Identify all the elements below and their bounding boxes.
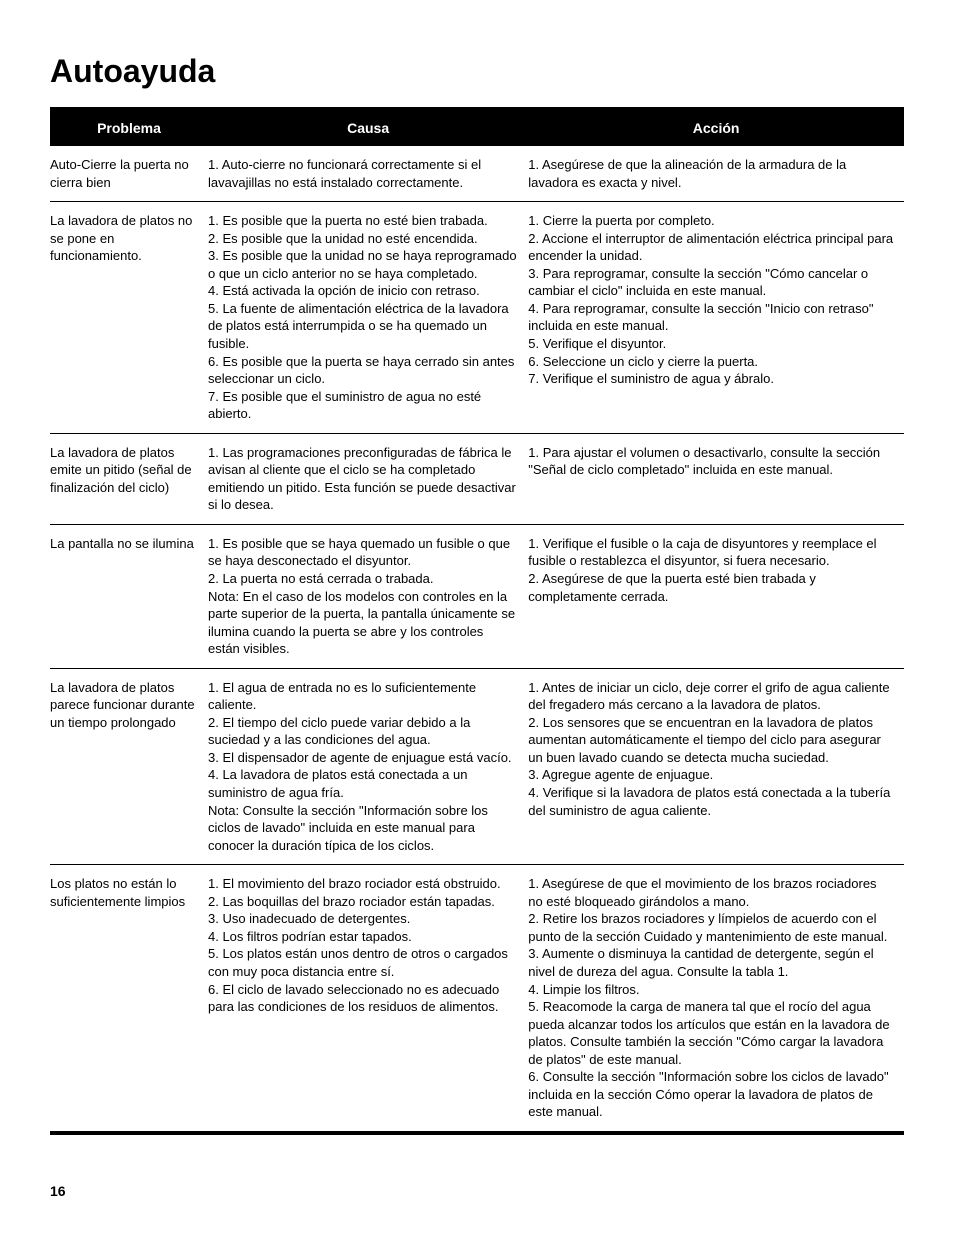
cell-problema: Auto-Cierre la puerta no cierra bien — [50, 146, 208, 202]
cell-causa: 1. Las programaciones preconfiguradas de… — [208, 433, 528, 524]
col-header-causa: Causa — [208, 109, 528, 146]
table-row: Auto-Cierre la puerta no cierra bien1. A… — [50, 146, 904, 202]
cell-problema: Los platos no están lo suficientemente l… — [50, 865, 208, 1133]
col-header-accion: Acción — [528, 109, 904, 146]
table-row: La lavadora de platos emite un pitido (s… — [50, 433, 904, 524]
cell-accion: 1. Asegúrese de que la alineación de la … — [528, 146, 904, 202]
table-header-row: Problema Causa Acción — [50, 109, 904, 146]
table-row: La lavadora de platos no se pone en func… — [50, 202, 904, 434]
cell-causa: 1. Auto-cierre no funcionará correctamen… — [208, 146, 528, 202]
cell-problema: La lavadora de platos emite un pitido (s… — [50, 433, 208, 524]
table-row: La pantalla no se ilumina1. Es posible q… — [50, 524, 904, 668]
table-row: La lavadora de platos parece funcionar d… — [50, 668, 904, 864]
cell-causa: 1. El movimiento del brazo rociador está… — [208, 865, 528, 1133]
cell-accion: 1. Cierre la puerta por completo.2. Acci… — [528, 202, 904, 434]
page-number: 16 — [50, 1182, 66, 1201]
cell-accion: 1. Para ajustar el volumen o desactivarl… — [528, 433, 904, 524]
cell-causa: 1. Es posible que se haya quemado un fus… — [208, 524, 528, 668]
troubleshoot-table: Problema Causa Acción Auto-Cierre la pue… — [50, 107, 904, 1135]
cell-accion: 1. Verifique el fusible o la caja de dis… — [528, 524, 904, 668]
cell-problema: La lavadora de platos no se pone en func… — [50, 202, 208, 434]
cell-causa: 1. El agua de entrada no es lo suficient… — [208, 668, 528, 864]
cell-problema: La lavadora de platos parece funcionar d… — [50, 668, 208, 864]
cell-accion: 1. Antes de iniciar un ciclo, deje corre… — [528, 668, 904, 864]
cell-causa: 1. Es posible que la puerta no esté bien… — [208, 202, 528, 434]
table-row: Los platos no están lo suficientemente l… — [50, 865, 904, 1133]
col-header-problema: Problema — [50, 109, 208, 146]
page-title: Autoayuda — [50, 50, 904, 93]
cell-problema: La pantalla no se ilumina — [50, 524, 208, 668]
cell-accion: 1. Asegúrese de que el movimiento de los… — [528, 865, 904, 1133]
